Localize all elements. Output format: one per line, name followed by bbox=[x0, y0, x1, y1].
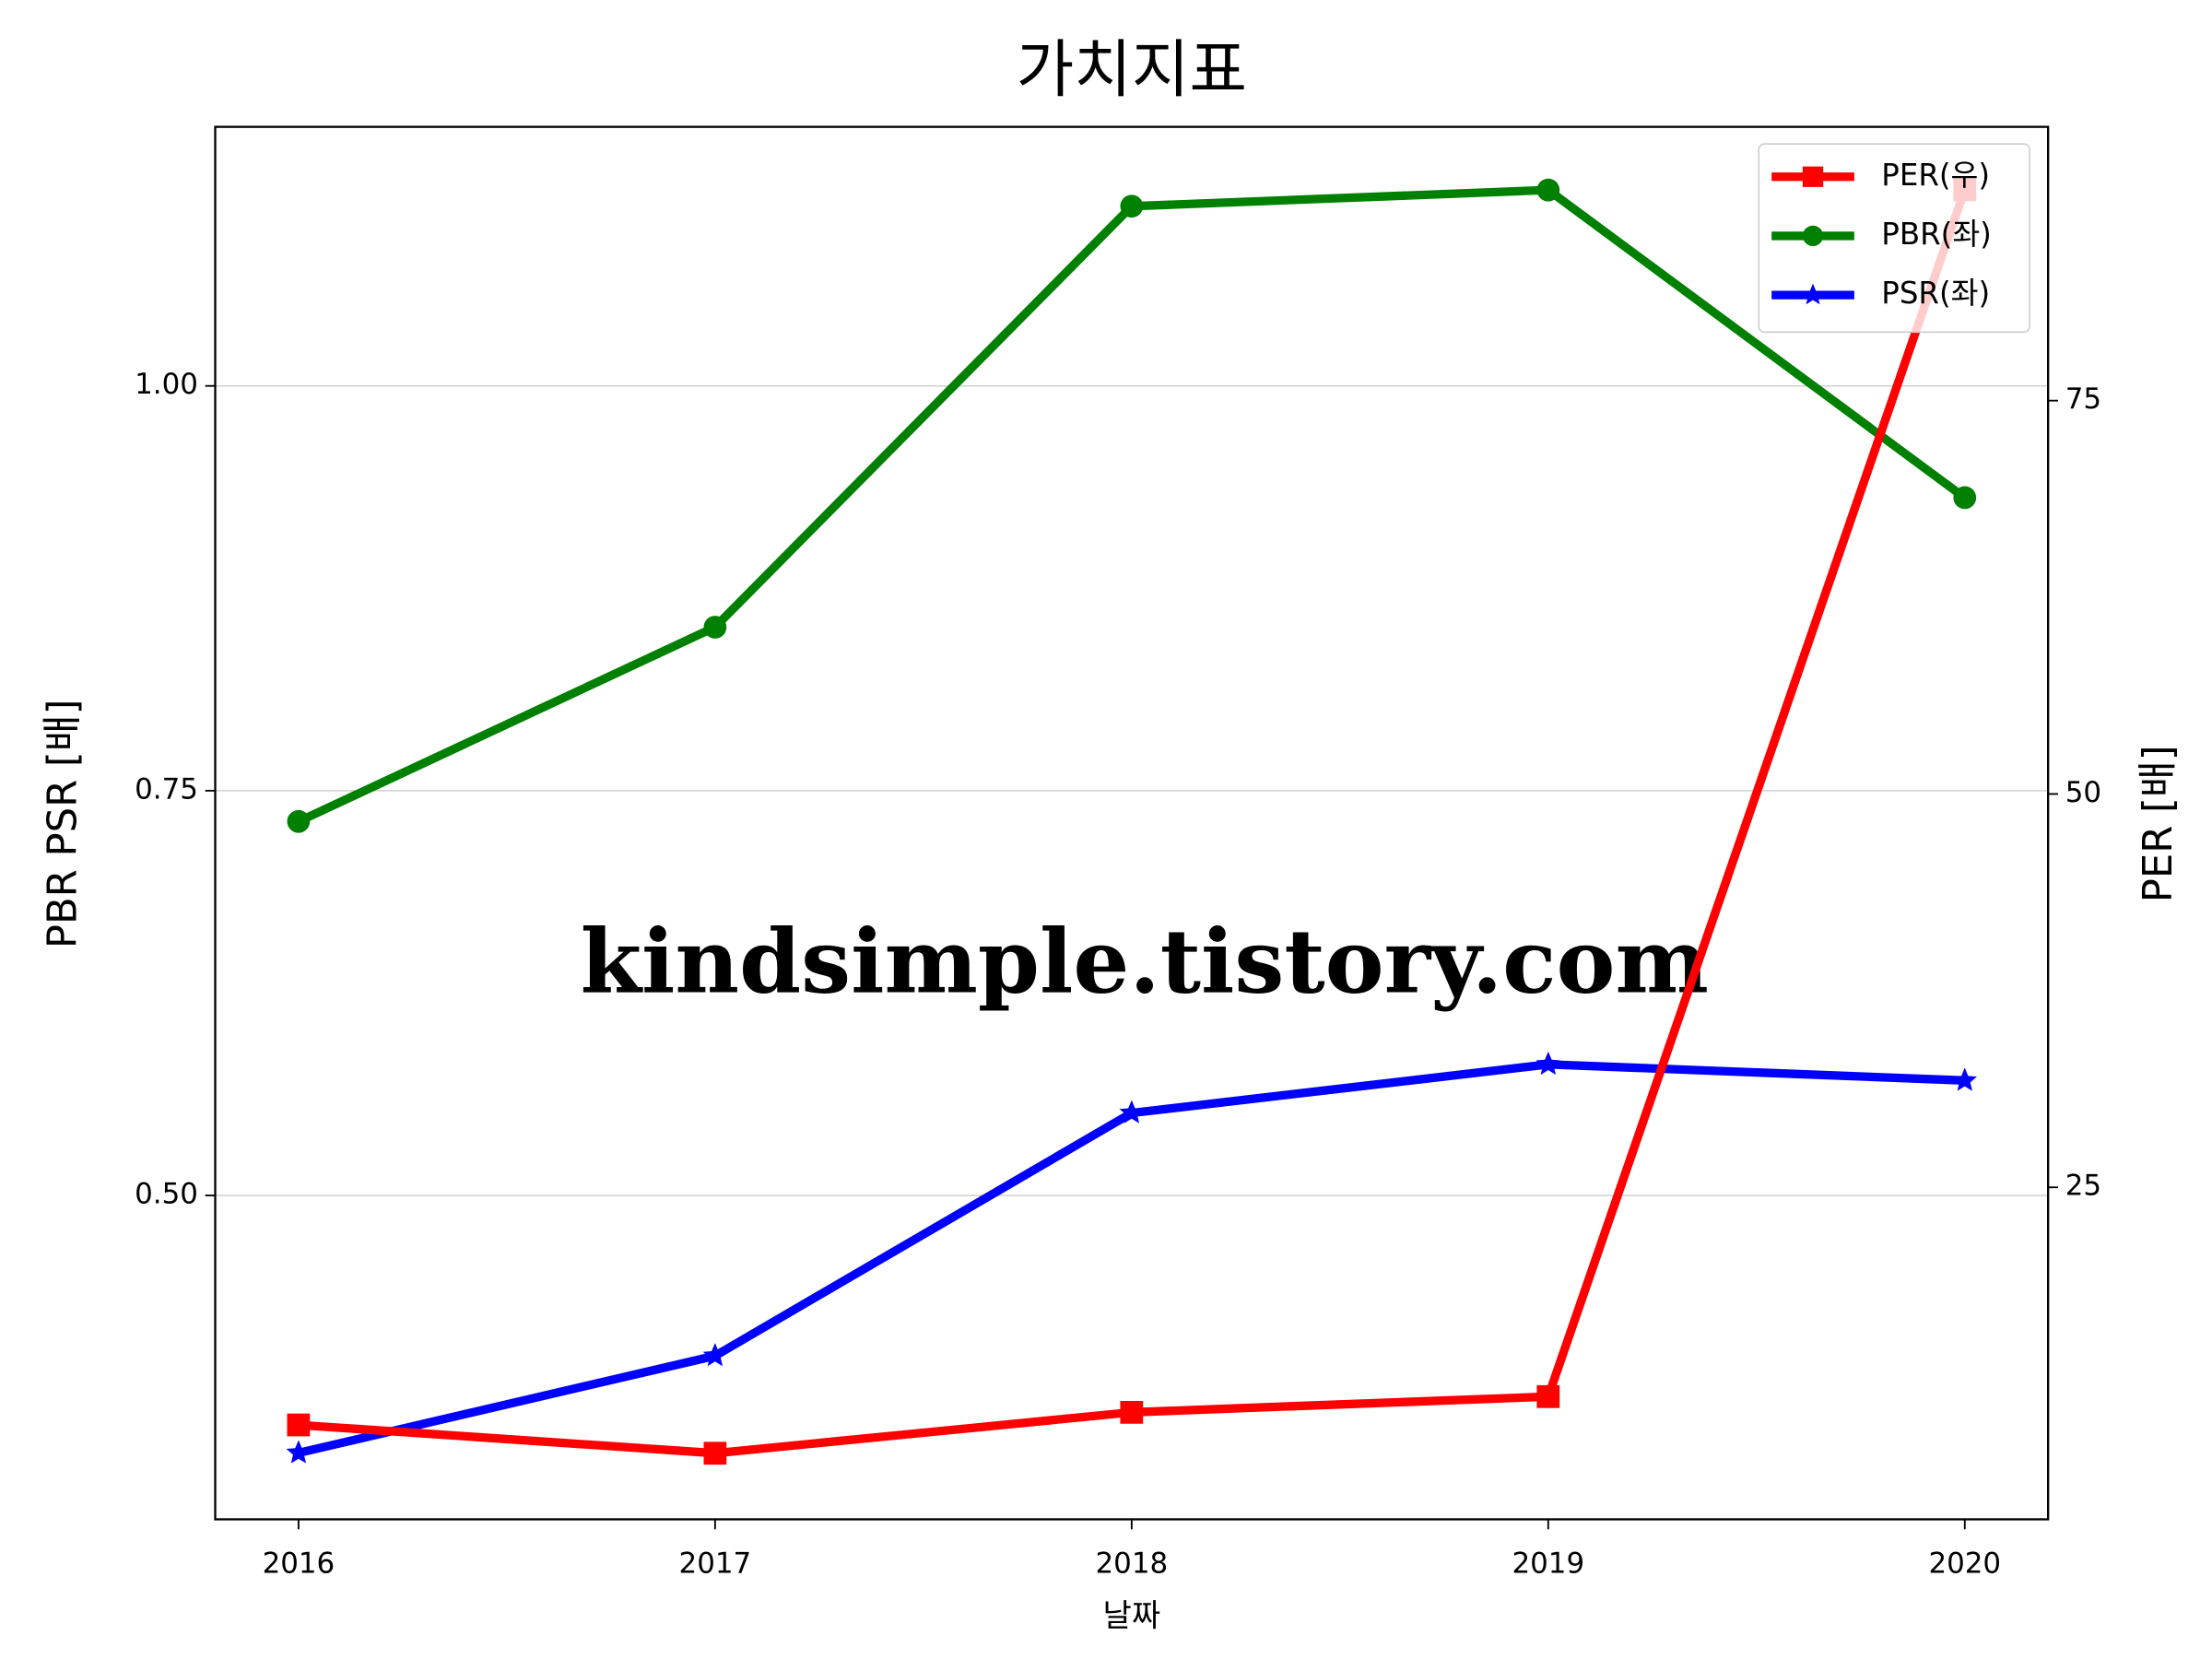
x-tick-label: 2016 bbox=[263, 1547, 335, 1580]
marker bbox=[1535, 1051, 1560, 1076]
y2-tick-label: 25 bbox=[2065, 1170, 2101, 1203]
legend-label: PBR(좌) bbox=[1881, 217, 1992, 252]
legend-marker bbox=[1802, 225, 1824, 247]
marker bbox=[1536, 1384, 1560, 1408]
plot-frame bbox=[214, 125, 2050, 1521]
marker bbox=[287, 809, 311, 833]
chart-title: 가치지표 bbox=[1017, 34, 1247, 107]
marker bbox=[1953, 486, 1977, 510]
marker bbox=[286, 1440, 312, 1464]
marker bbox=[703, 616, 727, 639]
y2-tick-label: 75 bbox=[2065, 382, 2101, 416]
marker bbox=[287, 1413, 311, 1437]
legend-box bbox=[1758, 143, 2030, 334]
x-tick-label: 2020 bbox=[1928, 1547, 2001, 1580]
y2-tick-label: 50 bbox=[2065, 776, 2101, 809]
y-tick-label: 1.00 bbox=[135, 368, 198, 401]
marker bbox=[1120, 1400, 1144, 1424]
x-tick-label: 2017 bbox=[679, 1547, 752, 1580]
marker bbox=[702, 1343, 728, 1367]
marker bbox=[703, 1441, 727, 1465]
y2-axis-label: PER [배] bbox=[2136, 745, 2182, 902]
legend-marker bbox=[1802, 283, 1824, 305]
y-tick-label: 0.50 bbox=[135, 1178, 198, 1211]
marker bbox=[1952, 1067, 1977, 1091]
legend-label: PSR(좌) bbox=[1881, 276, 1990, 311]
x-tick-label: 2018 bbox=[1096, 1547, 1169, 1580]
marker bbox=[1119, 1100, 1145, 1124]
legend-label: PER(우) bbox=[1881, 158, 1990, 193]
y-tick-label: 0.75 bbox=[135, 772, 198, 806]
y-axis-label: PBR PSR [배] bbox=[41, 700, 87, 949]
marker bbox=[1536, 178, 1560, 202]
x-tick-label: 2019 bbox=[1512, 1547, 1584, 1580]
legend-marker bbox=[1802, 166, 1824, 187]
watermark: kindsimple.tistory.com bbox=[581, 909, 1709, 1013]
x-axis-label: 날짜 bbox=[1103, 1598, 1161, 1635]
marker bbox=[1120, 194, 1144, 218]
